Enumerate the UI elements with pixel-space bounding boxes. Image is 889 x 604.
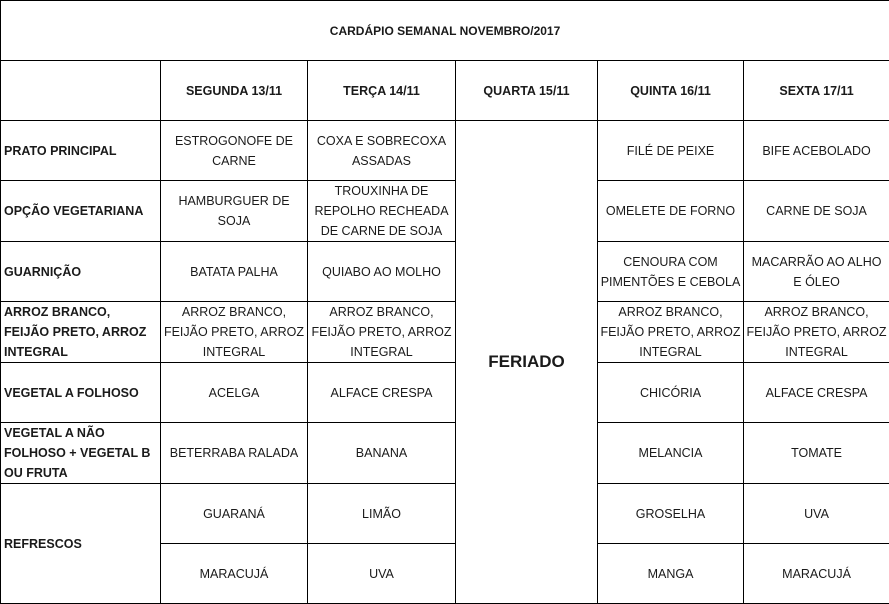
row-label: VEGETAL A FOLHOSO bbox=[1, 363, 161, 423]
corner-cell bbox=[1, 61, 161, 121]
menu-cell: ALFACE CRESPA bbox=[744, 363, 889, 423]
row-label: ARROZ BRANCO, FEIJÃO PRETO, ARROZ INTEGR… bbox=[1, 302, 161, 363]
menu-cell: ARROZ BRANCO, FEIJÃO PRETO, ARROZ INTEGR… bbox=[744, 302, 889, 363]
menu-cell: LIMÃO bbox=[308, 484, 456, 544]
menu-cell: MELANCIA bbox=[598, 423, 744, 484]
day-header: SEGUNDA 13/11 bbox=[161, 61, 308, 121]
menu-cell: UVA bbox=[744, 484, 889, 544]
menu-cell: UVA bbox=[308, 544, 456, 604]
menu-cell: MARACUJÁ bbox=[161, 544, 308, 604]
menu-cell: CENOURA COM PIMENTÕES E CEBOLA bbox=[598, 242, 744, 302]
menu-row: VEGETAL A NÃO FOLHOSO + VEGETAL B OU FRU… bbox=[1, 423, 889, 484]
day-header: QUARTA 15/11 bbox=[456, 61, 598, 121]
menu-cell: BETERRABA RALADA bbox=[161, 423, 308, 484]
menu-cell: BANANA bbox=[308, 423, 456, 484]
menu-cell: ARROZ BRANCO, FEIJÃO PRETO, ARROZ INTEGR… bbox=[598, 302, 744, 363]
menu-cell: CARNE DE SOJA bbox=[744, 181, 889, 242]
row-label: PRATO PRINCIPAL bbox=[1, 121, 161, 181]
menu-cell: QUIABO AO MOLHO bbox=[308, 242, 456, 302]
holiday-cell: FERIADO bbox=[456, 121, 598, 604]
row-label: VEGETAL A NÃO FOLHOSO + VEGETAL B OU FRU… bbox=[1, 423, 161, 484]
menu-cell: GUARANÁ bbox=[161, 484, 308, 544]
menu-cell: ARROZ BRANCO, FEIJÃO PRETO, ARROZ INTEGR… bbox=[308, 302, 456, 363]
menu-cell: OMELETE DE FORNO bbox=[598, 181, 744, 242]
day-header: SEXTA 17/11 bbox=[744, 61, 889, 121]
menu-cell: CHICÓRIA bbox=[598, 363, 744, 423]
menu-cell: BATATA PALHA bbox=[161, 242, 308, 302]
day-header: QUINTA 16/11 bbox=[598, 61, 744, 121]
row-label: OPÇÃO VEGETARIANA bbox=[1, 181, 161, 242]
menu-row: ARROZ BRANCO, FEIJÃO PRETO, ARROZ INTEGR… bbox=[1, 302, 889, 363]
menu-cell: TOMATE bbox=[744, 423, 889, 484]
menu-cell: MANGA bbox=[598, 544, 744, 604]
menu-cell: BIFE ACEBOLADO bbox=[744, 121, 889, 181]
menu-cell: ESTROGONOFE DE CARNE bbox=[161, 121, 308, 181]
menu-cell: FILÉ DE PEIXE bbox=[598, 121, 744, 181]
menu-cell: ACELGA bbox=[161, 363, 308, 423]
menu-cell: GROSELHA bbox=[598, 484, 744, 544]
row-label: GUARNIÇÃO bbox=[1, 242, 161, 302]
menu-cell: COXA E SOBRECOXA ASSADAS bbox=[308, 121, 456, 181]
menu-cell: MACARRÃO AO ALHO E ÓLEO bbox=[744, 242, 889, 302]
menu-cell: TROUXINHA DE REPOLHO RECHEADA DE CARNE D… bbox=[308, 181, 456, 242]
menu-cell: HAMBURGUER DE SOJA bbox=[161, 181, 308, 242]
day-header: TERÇA 14/11 bbox=[308, 61, 456, 121]
menu-cell: ARROZ BRANCO, FEIJÃO PRETO, ARROZ INTEGR… bbox=[161, 302, 308, 363]
menu-title: CARDÁPIO SEMANAL NOVEMBRO/2017 bbox=[1, 1, 889, 61]
menu-cell: MARACUJÁ bbox=[744, 544, 889, 604]
menu-cell: ALFACE CRESPA bbox=[308, 363, 456, 423]
row-label: REFRESCOS bbox=[1, 484, 161, 604]
